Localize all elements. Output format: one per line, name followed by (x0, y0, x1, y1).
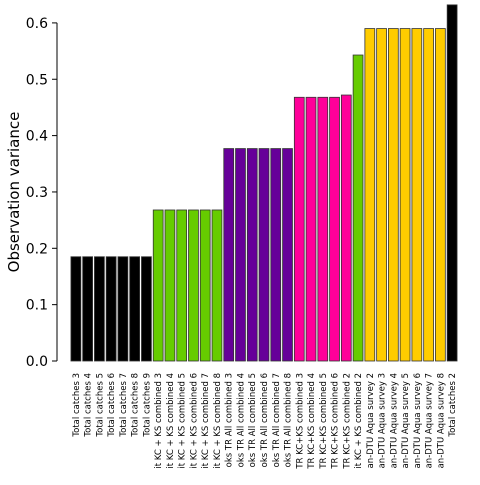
x-tick-label: an-DTU Aqua survey 8 (436, 373, 446, 468)
bar-24 (340, 94, 352, 362)
bar-27 (376, 28, 387, 362)
bars-layer (70, 4, 458, 362)
bar-19 (282, 148, 293, 362)
x-tick-label: it KC + KS combined 8 (213, 373, 223, 469)
x-tick-label: Total catches 3 (72, 373, 82, 438)
x-tick-label: oks TR All combined 3 (225, 373, 235, 467)
bar-22 (317, 96, 329, 362)
x-tick-label: an-DTU Aqua survey 3 (378, 373, 388, 468)
x-tick-label: an-DTU Aqua survey 5 (401, 373, 411, 468)
bar-12 (199, 209, 211, 362)
x-tick-label: oks TR All combined 7 (272, 373, 282, 467)
bar-5 (117, 256, 129, 362)
x-tick-label: it KC + KS combined 7 (201, 373, 211, 469)
x-tick-label: an-DTU Aqua survey 7 (425, 373, 435, 468)
bar-6 (129, 256, 141, 362)
bar-8 (152, 209, 164, 362)
y-axis-title: Observation variance (5, 112, 23, 273)
x-tick-label: TR KC+KS combined 2 (342, 373, 352, 470)
x-tick-label: an-DTU Aqua survey 2 (366, 373, 376, 468)
bar-17 (258, 148, 270, 362)
y-tick-label: 0.2 (26, 241, 48, 257)
bar-4 (105, 256, 117, 362)
bar-29 (399, 28, 411, 362)
y-tick-label: 0.0 (26, 354, 48, 370)
x-tick-label: it KC + KS combined 6 (189, 373, 199, 469)
bar-21 (305, 96, 317, 362)
x-tick-label: Total catches 9 (142, 373, 152, 438)
bar-16 (246, 148, 258, 362)
bar-31 (423, 28, 434, 362)
bar-13 (211, 209, 223, 362)
bar-33 (446, 4, 458, 362)
bar-25 (352, 54, 364, 362)
bar-7 (141, 256, 152, 362)
x-tick-label: oks TR All combined 6 (260, 373, 270, 467)
x-tick-label: Total catches 2 (448, 373, 458, 438)
bar-20 (293, 96, 305, 362)
bar-14 (223, 148, 235, 362)
x-tick-label: oks TR All combined 5 (248, 373, 258, 467)
bar-15 (235, 148, 246, 362)
bar-26 (364, 28, 376, 362)
y-tick-label: 0.6 (26, 16, 48, 32)
x-tick-label: it KC + KS combined 4 (166, 373, 176, 469)
x-tick-label: it KC + KS combined 2 (354, 373, 364, 469)
x-tick-label: TR KC+KS combined 6 (331, 373, 341, 470)
x-tick-label: Total catches 8 (131, 373, 141, 438)
x-tick-label: oks TR All combined 4 (236, 373, 246, 467)
bar-2 (82, 256, 93, 362)
x-tick-label: it KC + KS combined 3 (154, 373, 164, 469)
x-tick-label: Total catches 7 (119, 373, 129, 438)
y-tick-label: 0.3 (26, 185, 48, 201)
bar-28 (387, 28, 399, 362)
x-axis-labels: Total catches 3 Total catches 4 Total catc… (72, 373, 458, 470)
x-tick-label: an-DTU Aqua survey 4 (389, 373, 399, 468)
bar-18 (270, 148, 282, 362)
x-tick-label: TR KC+KS combined 5 (319, 373, 329, 470)
bar-9 (164, 209, 176, 362)
bar-10 (176, 209, 188, 362)
x-tick-label: oks TR All combined 8 (284, 373, 294, 467)
bar-32 (435, 28, 446, 362)
x-tick-label: Total catches 5 (95, 373, 105, 438)
x-tick-label: it KC + KS combined 5 (178, 373, 188, 469)
x-tick-label: TR KC+KS combined 3 (295, 373, 305, 470)
bar-30 (411, 28, 423, 362)
x-tick-label: Total catches 6 (107, 373, 117, 438)
y-tick-label: 0.4 (26, 129, 48, 145)
y-axis: 0.0 0.1 0.2 0.3 0.4 0.5 0.6 (26, 16, 58, 370)
x-tick-label: TR KC+KS combined 4 (307, 373, 317, 470)
bar-11 (188, 209, 199, 362)
x-tick-label: Total catches 4 (84, 373, 94, 438)
y-tick-label: 0.1 (26, 298, 48, 314)
y-tick-label: 0.5 (26, 72, 48, 88)
bar-3 (94, 256, 105, 362)
x-tick-label: an-DTU Aqua survey 6 (413, 373, 423, 468)
bar-23 (329, 96, 340, 362)
bar-1 (70, 256, 82, 362)
